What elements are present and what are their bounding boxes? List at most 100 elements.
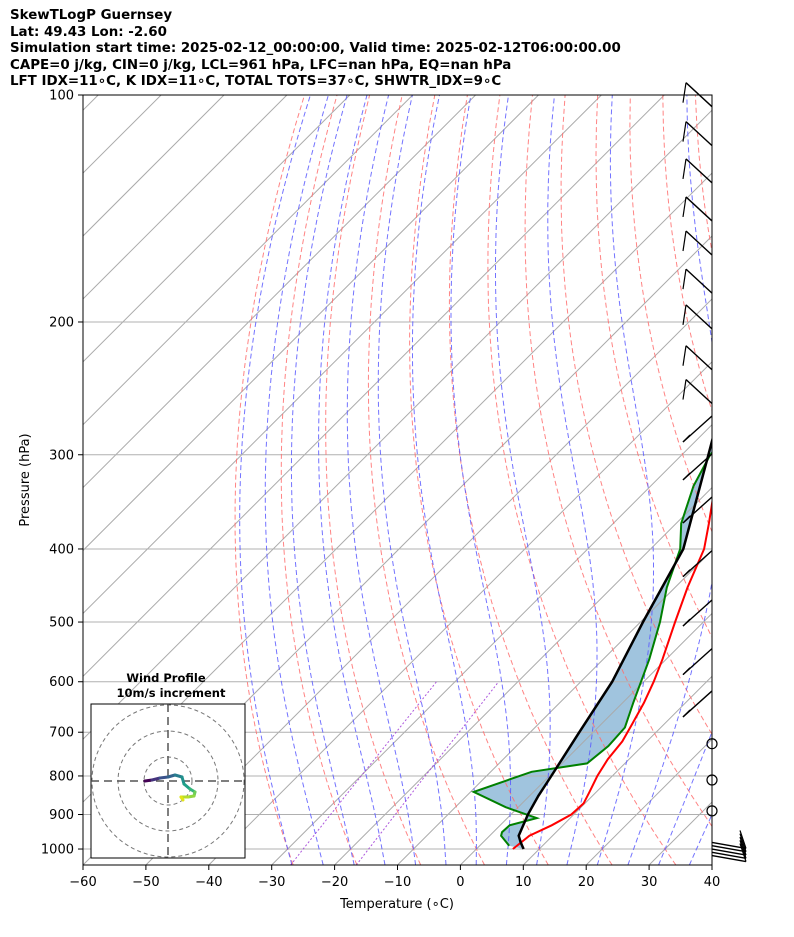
moist-adiabat-line bbox=[658, 730, 712, 865]
y-tick-label: 200 bbox=[49, 315, 74, 330]
wind-barb bbox=[682, 515, 691, 524]
wind-barb bbox=[685, 345, 713, 371]
isotherm-line bbox=[271, 423, 712, 865]
x-tick-label: −20 bbox=[321, 875, 348, 890]
isotherm-line bbox=[522, 675, 712, 865]
y-tick-label: 900 bbox=[49, 808, 74, 823]
wind-barb bbox=[711, 845, 747, 853]
isotherm-line bbox=[83, 95, 288, 300]
y-axis-label: Pressure (hPa) bbox=[18, 433, 33, 526]
y-tick-label: 300 bbox=[49, 448, 74, 463]
wind-barb bbox=[682, 618, 691, 627]
dry-adiabat-line bbox=[409, 95, 549, 865]
wind-barb bbox=[682, 158, 687, 180]
dry-adiabat-line bbox=[560, 95, 712, 736]
x-tick-label: −30 bbox=[258, 875, 285, 890]
isotherm-line bbox=[145, 298, 712, 865]
isotherm-line bbox=[83, 95, 602, 615]
profile-lines bbox=[471, 436, 712, 850]
wind-barb bbox=[685, 196, 713, 222]
wind-barb bbox=[682, 269, 687, 290]
dry-adiabat-line bbox=[524, 95, 712, 828]
wind-barb bbox=[711, 848, 747, 856]
calm-wind-circle bbox=[706, 805, 718, 817]
isotherm-line bbox=[208, 361, 712, 865]
x-tick-label: −10 bbox=[384, 875, 411, 890]
y-tick-label: 600 bbox=[49, 675, 74, 690]
wind-barb bbox=[682, 709, 691, 718]
wind-barb bbox=[685, 268, 713, 294]
wind-barb bbox=[682, 667, 691, 676]
isotherm-line bbox=[711, 864, 712, 865]
wind-barb bbox=[682, 569, 691, 578]
dry-adiabat-line bbox=[280, 95, 358, 865]
stability-indices-1: CAPE=0 j/kg, CIN=0 j/kg, LCL=961 hPa, LF… bbox=[10, 57, 512, 73]
wind-barb bbox=[682, 434, 691, 443]
chart-title: SkewTLogP Guernsey bbox=[10, 8, 173, 23]
calm-wind-circle bbox=[706, 774, 718, 786]
moist-adiabat-line bbox=[547, 95, 598, 865]
inset-subtitle: 10m/s increment bbox=[117, 686, 226, 700]
wind-barb bbox=[711, 841, 747, 850]
dry-adiabat-line bbox=[761, 95, 794, 865]
wind-barb bbox=[682, 304, 687, 325]
wind-barb bbox=[685, 121, 713, 147]
wind-barb bbox=[682, 472, 691, 481]
dewpoint-line bbox=[471, 451, 712, 847]
wind-barb bbox=[682, 345, 687, 366]
moist-adiabat-line bbox=[239, 95, 311, 865]
dry-adiabat-line bbox=[662, 95, 712, 413]
y-tick-label: 500 bbox=[49, 616, 74, 631]
isotherm-line bbox=[83, 95, 351, 363]
wind-barb bbox=[711, 854, 747, 863]
dry-adiabat-line bbox=[595, 95, 712, 639]
isotherm-line bbox=[585, 738, 712, 865]
wind-barb bbox=[682, 121, 687, 142]
mixing-ratio-line bbox=[290, 681, 437, 865]
wind-barb bbox=[682, 379, 687, 400]
cape-fill-area bbox=[473, 441, 712, 849]
wind-barb bbox=[711, 851, 747, 859]
isotherm-line bbox=[648, 801, 712, 865]
calm-wind-circle bbox=[706, 738, 718, 750]
x-tick-label: −40 bbox=[195, 875, 222, 890]
x-tick-label: 40 bbox=[704, 875, 721, 890]
isotherm-line bbox=[83, 95, 539, 552]
parcel-line bbox=[517, 436, 712, 850]
moist-adiabat-line bbox=[318, 95, 386, 865]
moist-adiabat-line bbox=[264, 95, 329, 865]
wind-barb bbox=[685, 379, 713, 405]
hodograph-segment bbox=[179, 795, 185, 802]
isotherm-line bbox=[334, 486, 712, 865]
wind-barb bbox=[739, 830, 747, 849]
dry-adiabat-line bbox=[367, 95, 485, 865]
dry-adiabat-line bbox=[487, 95, 677, 865]
isotherm-line bbox=[83, 95, 476, 489]
chart-header: SkewTLogP Guernsey Lat: 49.43 Lon: -2.60… bbox=[10, 8, 621, 91]
wind-barb bbox=[685, 82, 713, 108]
moist-adiabat-line bbox=[450, 95, 512, 865]
moist-adiabat-line bbox=[290, 95, 355, 865]
moist-adiabat-line bbox=[596, 95, 654, 865]
inset-title: Wind Profile bbox=[126, 671, 206, 685]
isotherm-line bbox=[460, 612, 712, 865]
y-tick-label: 700 bbox=[49, 726, 74, 741]
cape-fill-layer bbox=[473, 441, 712, 849]
y-tick-label: 400 bbox=[49, 542, 74, 557]
y-tick-label: 800 bbox=[49, 769, 74, 784]
temperature-line bbox=[512, 497, 712, 850]
x-tick-label: 0 bbox=[456, 875, 464, 890]
isotherm-line bbox=[83, 95, 225, 237]
wind-profile-inset: Wind Profile 10m/s increment bbox=[90, 671, 246, 859]
dry-adiabat-line bbox=[234, 95, 305, 865]
x-tick-label: −50 bbox=[132, 875, 159, 890]
inset-plot-area bbox=[91, 704, 245, 858]
y-tick-label: 100 bbox=[49, 89, 74, 104]
wind-barb bbox=[682, 82, 687, 103]
x-tick-label: 30 bbox=[641, 875, 658, 890]
y-tick-label: 1000 bbox=[41, 843, 74, 858]
isotherm-line bbox=[83, 95, 414, 426]
moist-adiabat-line bbox=[346, 95, 417, 865]
isotherm-line bbox=[83, 95, 665, 678]
